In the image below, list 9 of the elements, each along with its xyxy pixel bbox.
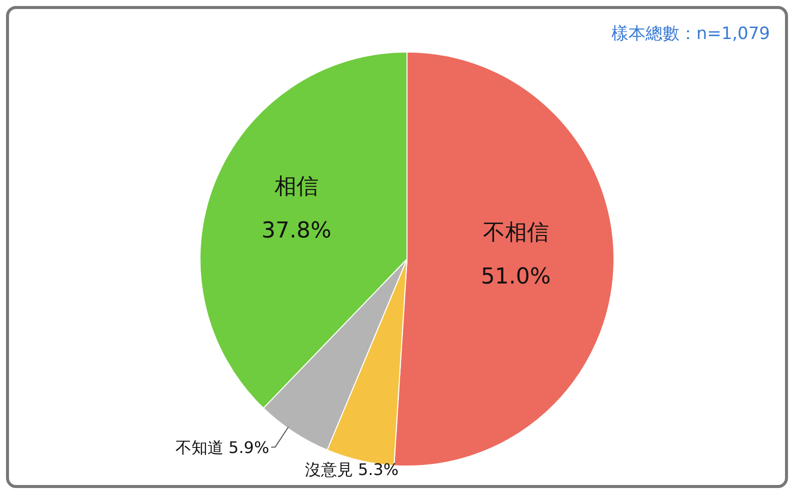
data-label: 37.8% (261, 218, 332, 244)
text: 樣本總數：n=1,079 (611, 23, 770, 45)
data-label: 5.3% (358, 460, 399, 480)
slice-label: 不相信 (482, 220, 549, 246)
slice-label: 相信 (274, 174, 318, 200)
slice-label: 沒意見 (304, 460, 353, 480)
slice-label: 不知道 (175, 438, 224, 458)
data-label: 51.0% (480, 264, 551, 290)
data-label: 5.9% (228, 438, 270, 458)
